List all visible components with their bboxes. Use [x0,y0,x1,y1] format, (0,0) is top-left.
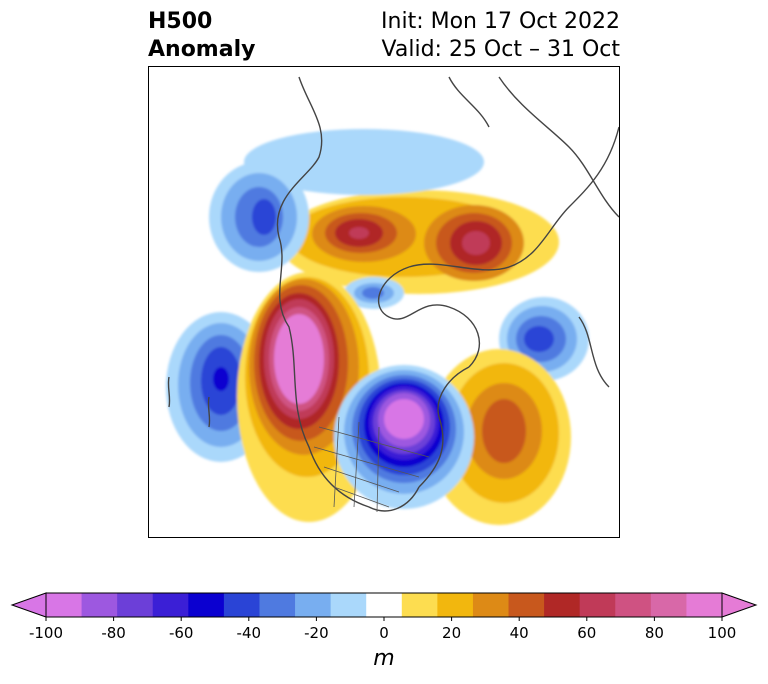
bering-trough [209,162,309,272]
atlantic-ridge [427,349,571,525]
state-borders [313,416,430,513]
colorbar-swatch [223,593,260,617]
colorbar-tick-label: 80 [644,624,664,642]
colorbar-extend-max [721,592,758,618]
colorbar-unit-label: m [373,646,395,671]
colorbar-swatch [437,593,474,617]
title-line-1: H500 [148,9,213,34]
colorbar-tick-label: -80 [101,624,126,642]
colorbar-swatch [686,593,723,617]
colorbar-swatch [544,593,581,617]
arctic-ridge [279,190,559,294]
colorbar-swatch [152,593,189,617]
colorbar [10,592,758,621]
colorbar-swatch [81,593,118,617]
anomaly-map-canvas [166,76,619,525]
colorbar-swatch [117,593,154,617]
colorbar-tick-label: 0 [379,624,389,642]
arctic-trough [244,129,484,195]
polar-low [344,277,404,309]
valid-range: Valid: 25 Oct – 31 Oct [381,37,620,62]
colorbar-tick-label: -60 [168,624,194,642]
colorbar-tick-label: 40 [509,624,529,642]
colorbar-swatch [330,593,367,617]
anomaly-map [148,66,620,538]
colorbar-swatch [188,593,225,617]
colorbar-swatch [366,593,403,617]
colorbar-swatch [579,593,616,617]
colorbar-swatch [46,593,83,617]
colorbar-swatch [508,593,545,617]
init-date: Init: Mon 17 Oct 2022 [381,9,620,34]
colorbar-swatch [650,593,687,617]
colorbar-tick-label: 20 [442,624,462,642]
colorbar-tick-label: 60 [577,624,597,642]
title-line-2: Anomaly [148,37,256,62]
colorbar-extend-min [10,592,47,618]
colorbar-swatch [259,593,296,617]
colorbar-tick-label: -40 [236,624,262,642]
colorbar-tick-label: -20 [304,624,329,642]
map-title: H500 Anomaly [148,8,255,64]
colorbar-tick-label: 100 [707,624,737,642]
coastlines [167,76,619,512]
colorbar-swatch [472,593,510,617]
colorbar-swatch [295,593,332,617]
colorbar-swatch [401,593,438,617]
colorbar-swatch [615,593,652,617]
map-subtitle: Init: Mon 17 Oct 2022 Valid: 25 Oct – 31… [381,8,620,64]
colorbar-tick-label: -100 [28,624,64,642]
